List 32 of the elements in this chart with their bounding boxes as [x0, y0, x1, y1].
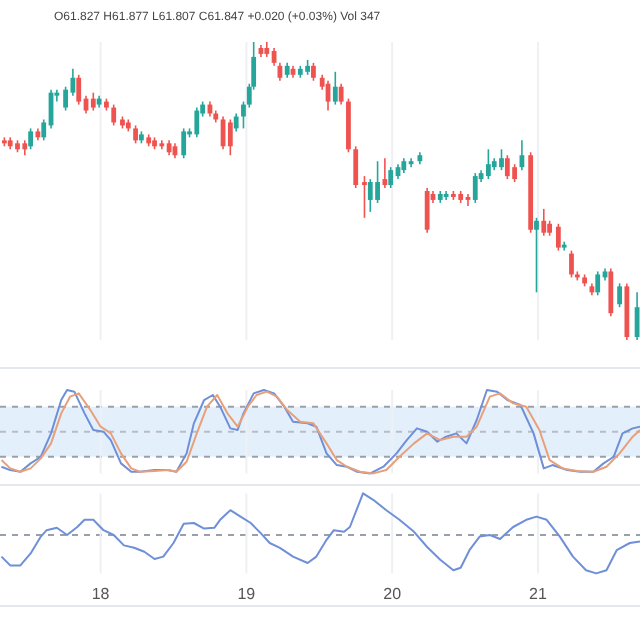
x-tick-label: 18 — [91, 585, 111, 604]
candlestick — [346, 97, 351, 154]
candlestick — [362, 175, 367, 219]
candlestick — [367, 178, 373, 213]
candlestick — [595, 270, 601, 297]
candlestick — [555, 222, 561, 252]
candlestick — [617, 282, 622, 309]
candlestick — [534, 217, 539, 294]
candlestick — [353, 145, 359, 189]
candlestick — [569, 249, 574, 279]
candlestick — [424, 187, 430, 234]
candlestick — [608, 267, 614, 317]
candlestick — [76, 73, 82, 106]
candlestick — [338, 82, 344, 106]
candlestick — [472, 172, 478, 204]
x-tick-label: 21 — [529, 585, 548, 604]
candlestick — [504, 154, 510, 180]
candlestick — [485, 148, 491, 180]
candlestick — [181, 127, 187, 160]
x-tick-label: 19 — [237, 585, 257, 604]
candlestick — [332, 71, 338, 106]
x-tick-label: 20 — [383, 585, 403, 604]
candlestick — [194, 106, 200, 139]
candlestick — [111, 103, 117, 127]
candlestick — [63, 85, 68, 112]
candlestick — [382, 157, 388, 189]
candlestick — [375, 160, 380, 204]
candlestick — [388, 166, 394, 189]
candlestick — [499, 148, 504, 171]
candlestick — [227, 118, 233, 157]
candlestick — [541, 208, 547, 237]
candlestick — [28, 127, 34, 151]
